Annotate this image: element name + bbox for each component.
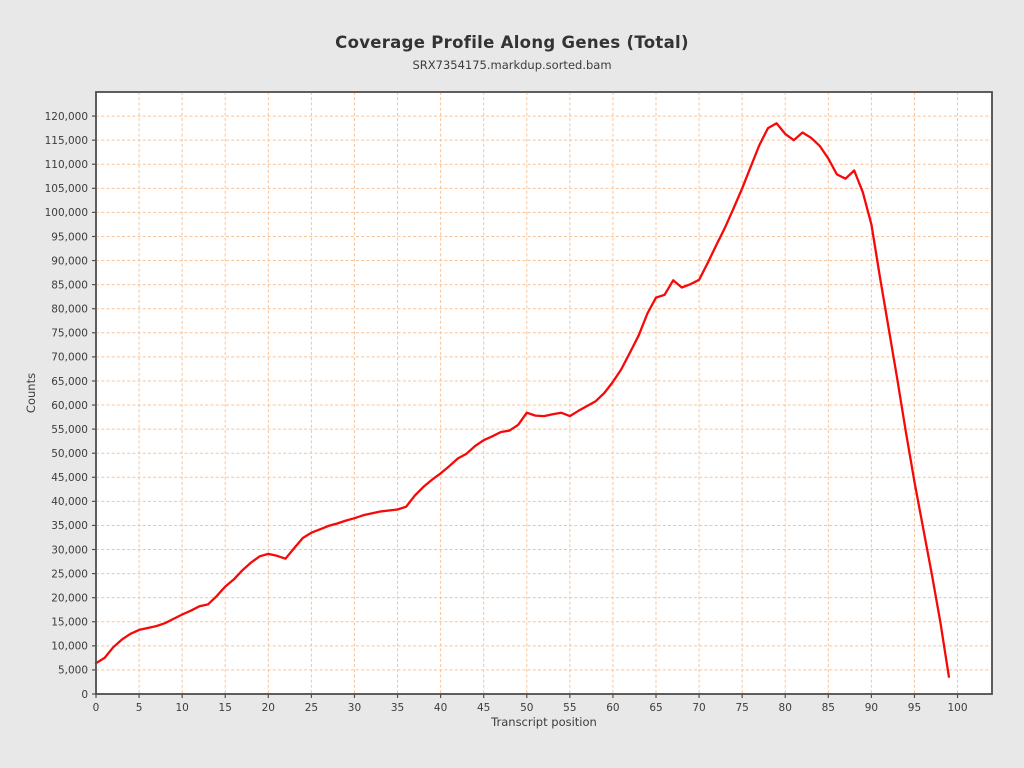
grid-layer: [96, 92, 992, 694]
series-layer: [94, 122, 951, 678]
x-tick-label: 15: [219, 702, 232, 714]
y-tick-label: 115,000: [45, 135, 88, 147]
y-tick-label: 120,000: [45, 111, 88, 123]
x-tick-label: 65: [649, 702, 662, 714]
y-tick-label: 60,000: [51, 400, 88, 412]
plot-area: [95, 91, 993, 695]
x-tick-label: 50: [520, 702, 533, 714]
x-tick-label: 85: [822, 702, 835, 714]
y-tick-label: 40,000: [51, 496, 88, 508]
x-tick-label: 95: [908, 702, 921, 714]
x-tick-label: 55: [563, 702, 576, 714]
x-tick-label: 0: [93, 702, 100, 714]
y-axis-title: Counts: [24, 373, 38, 413]
x-tick-label: 30: [348, 702, 361, 714]
y-tick-label: 70,000: [51, 352, 88, 364]
y-tick-label: 25,000: [51, 568, 88, 580]
x-axis-title: Transcript position: [490, 715, 597, 729]
x-tick-label: 25: [305, 702, 318, 714]
y-tick-label: 15,000: [51, 617, 88, 629]
coverage-series-line: [94, 122, 951, 678]
y-tick-label: 20,000: [51, 592, 88, 604]
x-tick-label: 40: [434, 702, 447, 714]
y-tick-label: 100,000: [45, 207, 88, 219]
y-tick-label: 110,000: [45, 159, 88, 171]
x-tick-label: 80: [779, 702, 792, 714]
x-tick-label: 10: [175, 702, 188, 714]
y-tick-label: 80,000: [51, 304, 88, 316]
x-tick-label: 75: [735, 702, 748, 714]
x-tick-label: 90: [865, 702, 878, 714]
x-tick-label: 60: [606, 702, 619, 714]
y-tick-label: 95,000: [51, 231, 88, 243]
x-tick-label: 35: [391, 702, 404, 714]
chart-title: Coverage Profile Along Genes (Total): [335, 33, 689, 52]
y-tick-label: 75,000: [51, 328, 88, 340]
x-tick-label: 5: [136, 702, 143, 714]
plot-border: [95, 91, 993, 695]
x-tick-label: 45: [477, 702, 490, 714]
y-tick-label: 90,000: [51, 255, 88, 267]
x-tick-label: 100: [948, 702, 968, 714]
y-tick-label: 105,000: [45, 183, 88, 195]
x-tick-label: 70: [692, 702, 705, 714]
y-tick-label: 30,000: [51, 544, 88, 556]
y-tick-label: 55,000: [51, 424, 88, 436]
y-tick-label: 5,000: [58, 665, 88, 677]
y-tick-label: 0: [81, 689, 88, 701]
y-tick-label: 10,000: [51, 641, 88, 653]
x-tick-label: 20: [262, 702, 275, 714]
y-tick-label: 85,000: [51, 279, 88, 291]
y-tick-label: 35,000: [51, 520, 88, 532]
tick-label-layer: 0 5 10 15 20 25 30 35 40 45 50 55 60 65 70 75 80 85 90 95 10…: [45, 111, 968, 714]
y-tick-label: 45,000: [51, 472, 88, 484]
chart-subtitle: SRX7354175.markdup.sorted.bam: [412, 58, 612, 72]
y-tick-label: 65,000: [51, 376, 88, 388]
y-tick-label: 50,000: [51, 448, 88, 460]
